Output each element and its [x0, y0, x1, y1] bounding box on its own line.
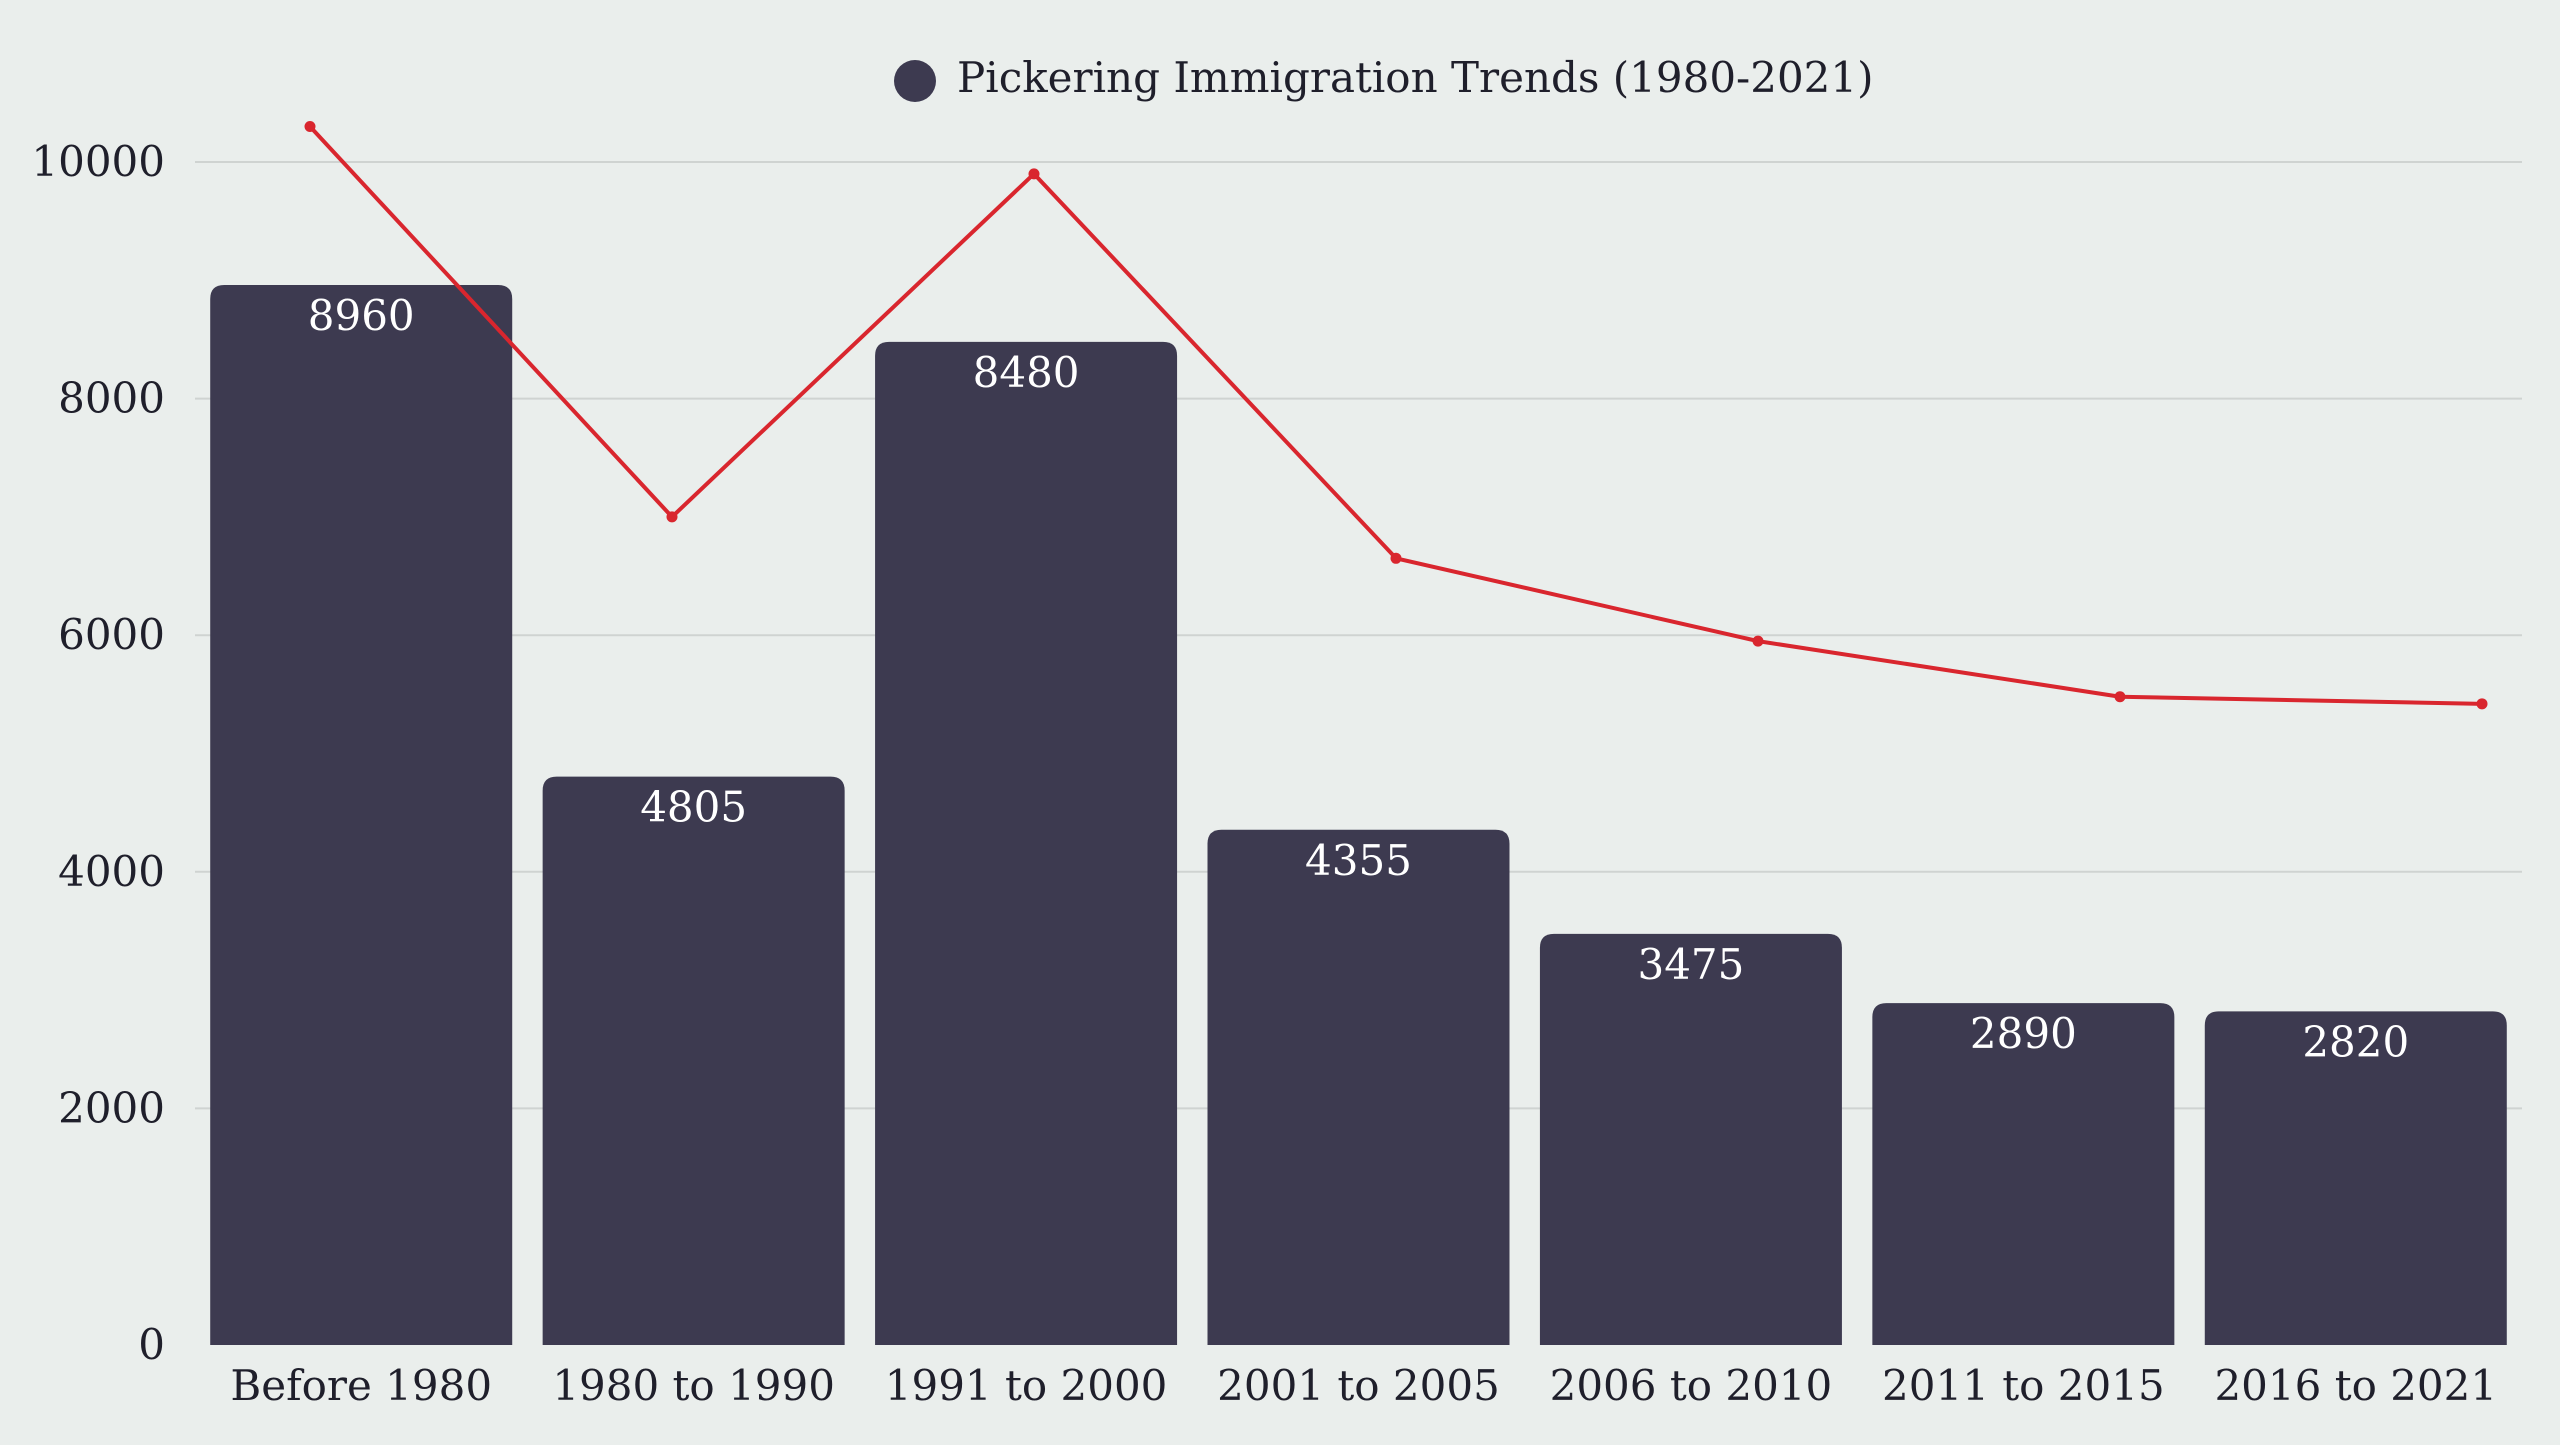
legend-marker-icon	[894, 60, 936, 102]
bar-value-label: 2890	[1970, 1009, 2077, 1058]
line-point	[304, 121, 316, 133]
bar	[1539, 933, 1842, 1345]
line-point	[1752, 635, 1764, 647]
y-tick-label: 0	[138, 1320, 165, 1369]
legend: Pickering Immigration Trends (1980-2021)	[894, 53, 1874, 102]
bar	[875, 341, 1178, 1345]
x-tick-label: 1991 to 2000	[885, 1361, 1168, 1410]
bar	[1872, 1003, 2175, 1345]
trend-line	[308, 125, 2483, 706]
x-tick-label: 2016 to 2021	[2214, 1361, 2497, 1410]
y-axis: 0 2000 4000 6000 8000 10000	[31, 137, 165, 1369]
line-series	[304, 121, 2488, 710]
y-tick-label: 2000	[58, 1083, 165, 1132]
x-tick-label: 2011 to 2015	[1882, 1361, 2165, 1410]
line-point	[666, 511, 678, 523]
x-tick-label: Before 1980	[230, 1361, 492, 1410]
bar-value-label: 8480	[973, 348, 1080, 397]
line-point	[2114, 691, 2126, 703]
bar-value-label: 4355	[1305, 836, 1412, 885]
bar-value-label: 3475	[1637, 940, 1744, 989]
x-axis: Before 1980 1980 to 1990 1991 to 2000 2001 …	[230, 1361, 2497, 1410]
x-tick-label: 2006 to 2010	[1550, 1361, 1833, 1410]
x-tick-label: 1980 to 1990	[552, 1361, 835, 1410]
line-point	[2476, 698, 2488, 710]
y-tick-label: 10000	[31, 137, 165, 186]
bar-value-label: 2820	[2302, 1017, 2409, 1066]
x-tick-label: 2001 to 2005	[1217, 1361, 1500, 1410]
y-tick-label: 8000	[58, 374, 165, 423]
legend-label: Pickering Immigration Trends (1980-2021)	[957, 53, 1874, 102]
bar	[1207, 829, 1510, 1345]
bar	[210, 285, 513, 1346]
y-tick-label: 6000	[58, 610, 165, 659]
bar-value-label: 4805	[640, 783, 747, 832]
y-tick-label: 4000	[58, 847, 165, 896]
data-labels: 8960 4805 8480 4355 3475 2890 2820	[308, 291, 2409, 1066]
bars	[210, 285, 2507, 1346]
bar	[2204, 1011, 2507, 1345]
line-point	[1028, 168, 1040, 180]
bar	[542, 776, 845, 1345]
line-point	[1390, 552, 1402, 564]
bar-value-label: 8960	[308, 291, 415, 340]
